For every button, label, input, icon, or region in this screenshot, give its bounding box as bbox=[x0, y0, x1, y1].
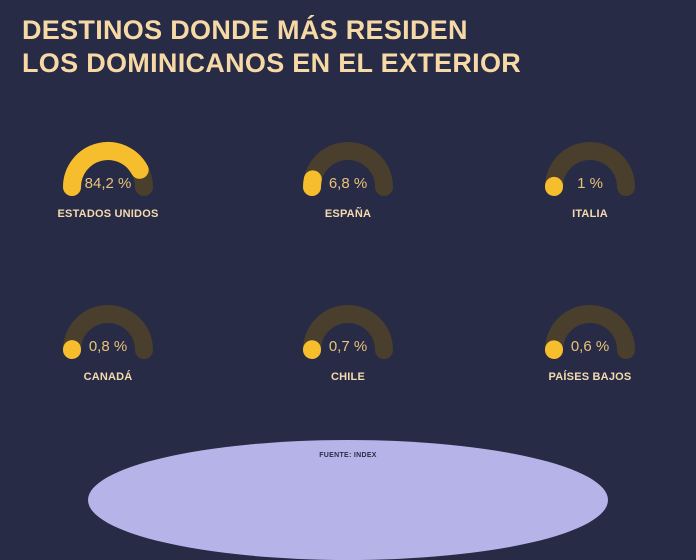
gauge-label: PAÍSES BAJOS bbox=[490, 371, 690, 383]
gauge-estados-unidos: 84,2 %ESTADOS UNIDOS bbox=[28, 145, 188, 255]
gauge-chile: 0,7 %CHILE bbox=[268, 308, 428, 418]
gauge-value: 1 % bbox=[510, 175, 670, 192]
gauge-value: 0,6 % bbox=[510, 338, 670, 355]
gauge-espana: 6,8 %ESPAÑA bbox=[268, 145, 428, 255]
chart-title: DESTINOS DONDE MÁS RESIDEN LOS DOMINICAN… bbox=[22, 14, 521, 80]
source-note: FUENTE: INDEX bbox=[0, 452, 696, 459]
gauge-value: 84,2 % bbox=[28, 175, 188, 192]
gauge-label: ESTADOS UNIDOS bbox=[8, 208, 208, 220]
gauge-value: 6,8 % bbox=[268, 175, 428, 192]
gauge-value: 0,7 % bbox=[268, 338, 428, 355]
gauge-italia: 1 %ITALIA bbox=[510, 145, 670, 255]
gauge-value: 0,8 % bbox=[28, 338, 188, 355]
title-line-1: DESTINOS DONDE MÁS RESIDEN bbox=[22, 14, 521, 47]
gauge-paises-bajos: 0,6 %PAÍSES BAJOS bbox=[510, 308, 670, 418]
gauge-label: CHILE bbox=[248, 371, 448, 383]
gauge-label: ESPAÑA bbox=[248, 208, 448, 220]
title-line-2: LOS DOMINICANOS EN EL EXTERIOR bbox=[22, 47, 521, 80]
gauge-label: CANADÁ bbox=[8, 371, 208, 383]
gauge-label: ITALIA bbox=[490, 208, 690, 220]
gauge-canada: 0,8 %CANADÁ bbox=[28, 308, 188, 418]
